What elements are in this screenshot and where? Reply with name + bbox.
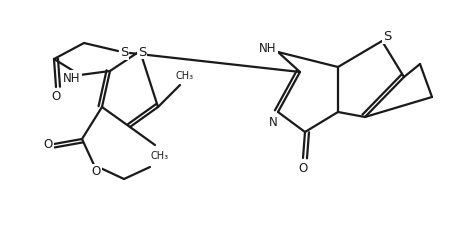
- Text: CH₃: CH₃: [151, 150, 169, 160]
- Text: O: O: [51, 90, 61, 103]
- Text: O: O: [298, 162, 308, 175]
- Text: NH: NH: [259, 41, 277, 54]
- Text: S: S: [383, 30, 391, 43]
- Text: O: O: [91, 165, 101, 178]
- Text: N: N: [268, 116, 277, 129]
- Text: S: S: [120, 46, 128, 59]
- Text: CH₃: CH₃: [176, 71, 194, 81]
- Text: S: S: [138, 45, 146, 58]
- Text: NH: NH: [63, 71, 81, 84]
- Text: O: O: [43, 138, 53, 151]
